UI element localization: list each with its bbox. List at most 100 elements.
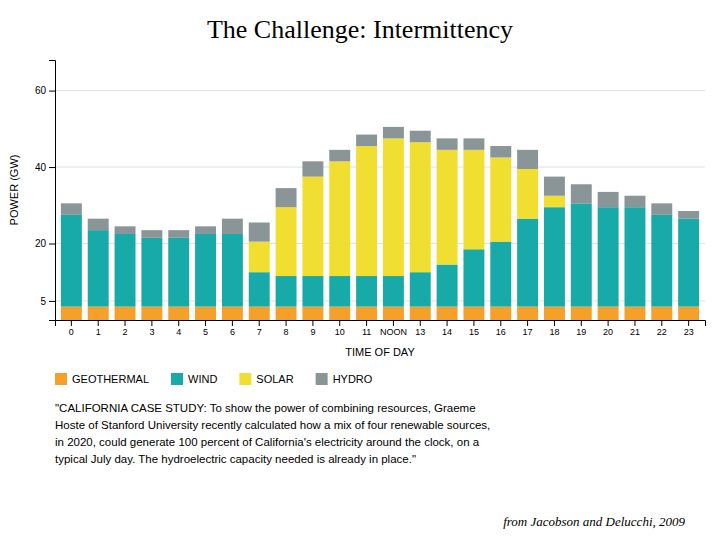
bar-segment (571, 184, 592, 203)
title: The Challenge: Intermittency (207, 15, 513, 44)
tick-mark (688, 320, 689, 326)
tick-mark (232, 320, 233, 326)
legend-item: SOLAR (239, 373, 293, 385)
tick: 15 (469, 320, 479, 337)
tick-label: 5 (203, 327, 208, 337)
tick: 2 (123, 320, 128, 337)
tick-mark (286, 320, 287, 326)
tick-mark (339, 320, 340, 326)
bar-segment (678, 219, 699, 307)
bar-segment (168, 230, 189, 238)
bar-segment (544, 207, 565, 306)
bar-segment (437, 265, 458, 307)
citation: from Jacobson and Delucchi, 2009 (503, 514, 685, 529)
tick: 6 (230, 320, 235, 337)
grid-line (55, 90, 705, 91)
legend-label: WIND (188, 373, 217, 385)
bar-segment (249, 242, 270, 273)
bars (61, 127, 699, 320)
bar-segment (249, 223, 270, 242)
tick: 4 (176, 320, 181, 337)
bar-segment (651, 215, 672, 307)
bar-segment (490, 307, 511, 320)
bar-segment (437, 138, 458, 149)
bar-segment (329, 276, 350, 307)
legend-item: HYDRO (316, 373, 373, 385)
x-axis: 01234567891011NOON1314151617181920212223 (56, 320, 706, 337)
bar-segment (356, 135, 377, 146)
bar-segment (195, 307, 216, 320)
bar-segment (463, 138, 484, 149)
tick-mark (49, 167, 55, 168)
tick-label: 0 (69, 327, 74, 337)
bar-segment (544, 177, 565, 196)
bar-segment (517, 307, 538, 320)
tick-label: 17 (523, 327, 533, 337)
tick: NOON (380, 320, 407, 337)
tick-mark (366, 320, 367, 326)
bar-segment (195, 234, 216, 307)
legend-label: GEOTHERMAL (72, 373, 149, 385)
bar-segment (141, 238, 162, 307)
bar-segment (410, 272, 431, 306)
bar-segment (598, 192, 619, 207)
annotation-line: "CALIFORNIA CASE STUDY: To show the powe… (55, 402, 476, 414)
bar-segment (88, 230, 109, 306)
bar-segment (437, 307, 458, 320)
tick: 9 (310, 320, 315, 337)
annotation-line: Hoste of Stanford University recently ca… (55, 419, 490, 431)
tick-mark (420, 320, 421, 326)
bar-segment (544, 307, 565, 320)
bar-segment (678, 307, 699, 320)
bar-segment (463, 307, 484, 320)
tick-mark (661, 320, 662, 326)
bar-segment (598, 207, 619, 306)
annotation-line: in 2020, could generate 100 percent of C… (55, 436, 480, 448)
bar-segment (571, 307, 592, 320)
bar-segment (356, 146, 377, 276)
bar-segment (329, 150, 350, 161)
tick-label: 18 (549, 327, 559, 337)
bar-segment (276, 276, 297, 307)
tick: 23 (684, 320, 694, 337)
axis-line (49, 61, 56, 321)
bar-segment (115, 307, 136, 320)
bar-segment (410, 307, 431, 320)
tick: 16 (496, 320, 506, 337)
bar-segment (249, 272, 270, 306)
tick-label: 14 (442, 327, 452, 337)
bar-segment (410, 131, 431, 142)
tick: 11 (362, 320, 371, 337)
bar-segment (329, 161, 350, 276)
tick-label: 1 (96, 327, 101, 337)
bar-segment (168, 238, 189, 307)
tick-label: 3 (149, 327, 154, 337)
bar-segment (356, 276, 377, 307)
legend-item: GEOTHERMAL (55, 373, 149, 385)
tick: 7 (257, 320, 262, 337)
bar-segment (410, 142, 431, 272)
tick-label: 8 (284, 327, 289, 337)
tick-mark (259, 320, 260, 326)
bar-segment (249, 307, 270, 320)
tick-mark (554, 320, 555, 326)
annotation: "CALIFORNIA CASE STUDY: To show the powe… (55, 402, 490, 465)
tick-mark (178, 320, 179, 326)
bar-segment (276, 307, 297, 320)
bar-segment (141, 230, 162, 238)
bar-segment (544, 196, 565, 207)
bar-segment (463, 150, 484, 249)
tick: 17 (523, 320, 533, 337)
bar-segment (517, 150, 538, 169)
bar-segment (302, 161, 323, 176)
tick-label: 2 (123, 327, 128, 337)
bar-segment (598, 307, 619, 320)
bar-segment (195, 226, 216, 234)
tick-label: 40 (35, 162, 47, 173)
tick-label: 15 (469, 327, 479, 337)
bar-segment (490, 146, 511, 157)
bar-segment (490, 158, 511, 242)
bar-segment (222, 219, 243, 234)
legend-label: HYDRO (333, 373, 373, 385)
tick-mark (527, 320, 528, 326)
